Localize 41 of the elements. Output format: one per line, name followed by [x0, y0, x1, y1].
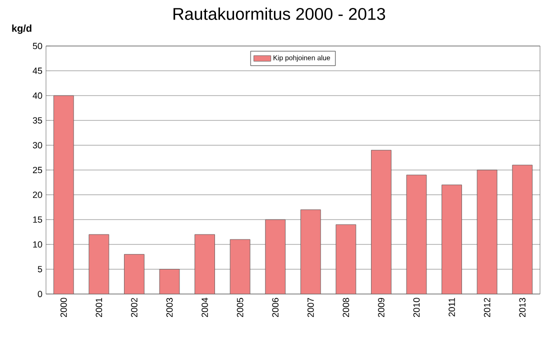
x-tick-label: 2007 — [307, 298, 314, 318]
bar — [54, 96, 74, 294]
bar — [160, 269, 180, 294]
x-tick-label: 2000 — [60, 298, 67, 318]
chart-title: Rautakuormitus 2000 - 2013 — [174, 8, 386, 20]
bar — [230, 239, 250, 294]
y-tick-label: 15 — [33, 216, 42, 223]
bar — [88, 234, 109, 294]
bar — [194, 234, 215, 294]
y-tick-label: 25 — [32, 166, 42, 174]
bar — [300, 210, 321, 294]
x-tick-label: 2005 — [236, 298, 244, 318]
x-tick-label: 2013 — [519, 298, 526, 318]
x-tick-label: 2006 — [272, 298, 279, 318]
x-tick-label: 2003 — [166, 298, 173, 318]
y-tick-label: 30 — [32, 142, 42, 148]
x-tick-label: 2009 — [378, 298, 384, 318]
bar — [477, 170, 498, 294]
y-axis-title: kg/d — [12, 24, 32, 34]
x-tick-label: 2010 — [413, 298, 420, 318]
y-tick-label: 10 — [33, 241, 42, 248]
bar — [336, 224, 356, 294]
y-tick-label: 20 — [32, 192, 42, 198]
bar — [512, 164, 533, 294]
bar — [442, 184, 462, 294]
y-tick-label: 45 — [32, 68, 42, 74]
bar — [406, 174, 426, 294]
bar — [124, 254, 144, 294]
y-tick-label: 35 — [32, 117, 42, 124]
y-tick-label: 40 — [32, 92, 42, 99]
y-tick-label: 5 — [38, 266, 42, 272]
x-tick-label: 2004 — [202, 298, 208, 318]
y-tick-label: 0 — [38, 290, 42, 298]
x-tick-label: 2012 — [484, 298, 490, 318]
y-tick-label: 50 — [32, 42, 42, 50]
bar — [265, 220, 286, 294]
x-tick-label: 2011 — [448, 298, 455, 316]
bar — [371, 150, 392, 294]
x-tick-label: 2008 — [342, 298, 350, 318]
x-tick-label: 2001 — [96, 298, 102, 318]
x-tick-label: 2002 — [131, 298, 138, 318]
